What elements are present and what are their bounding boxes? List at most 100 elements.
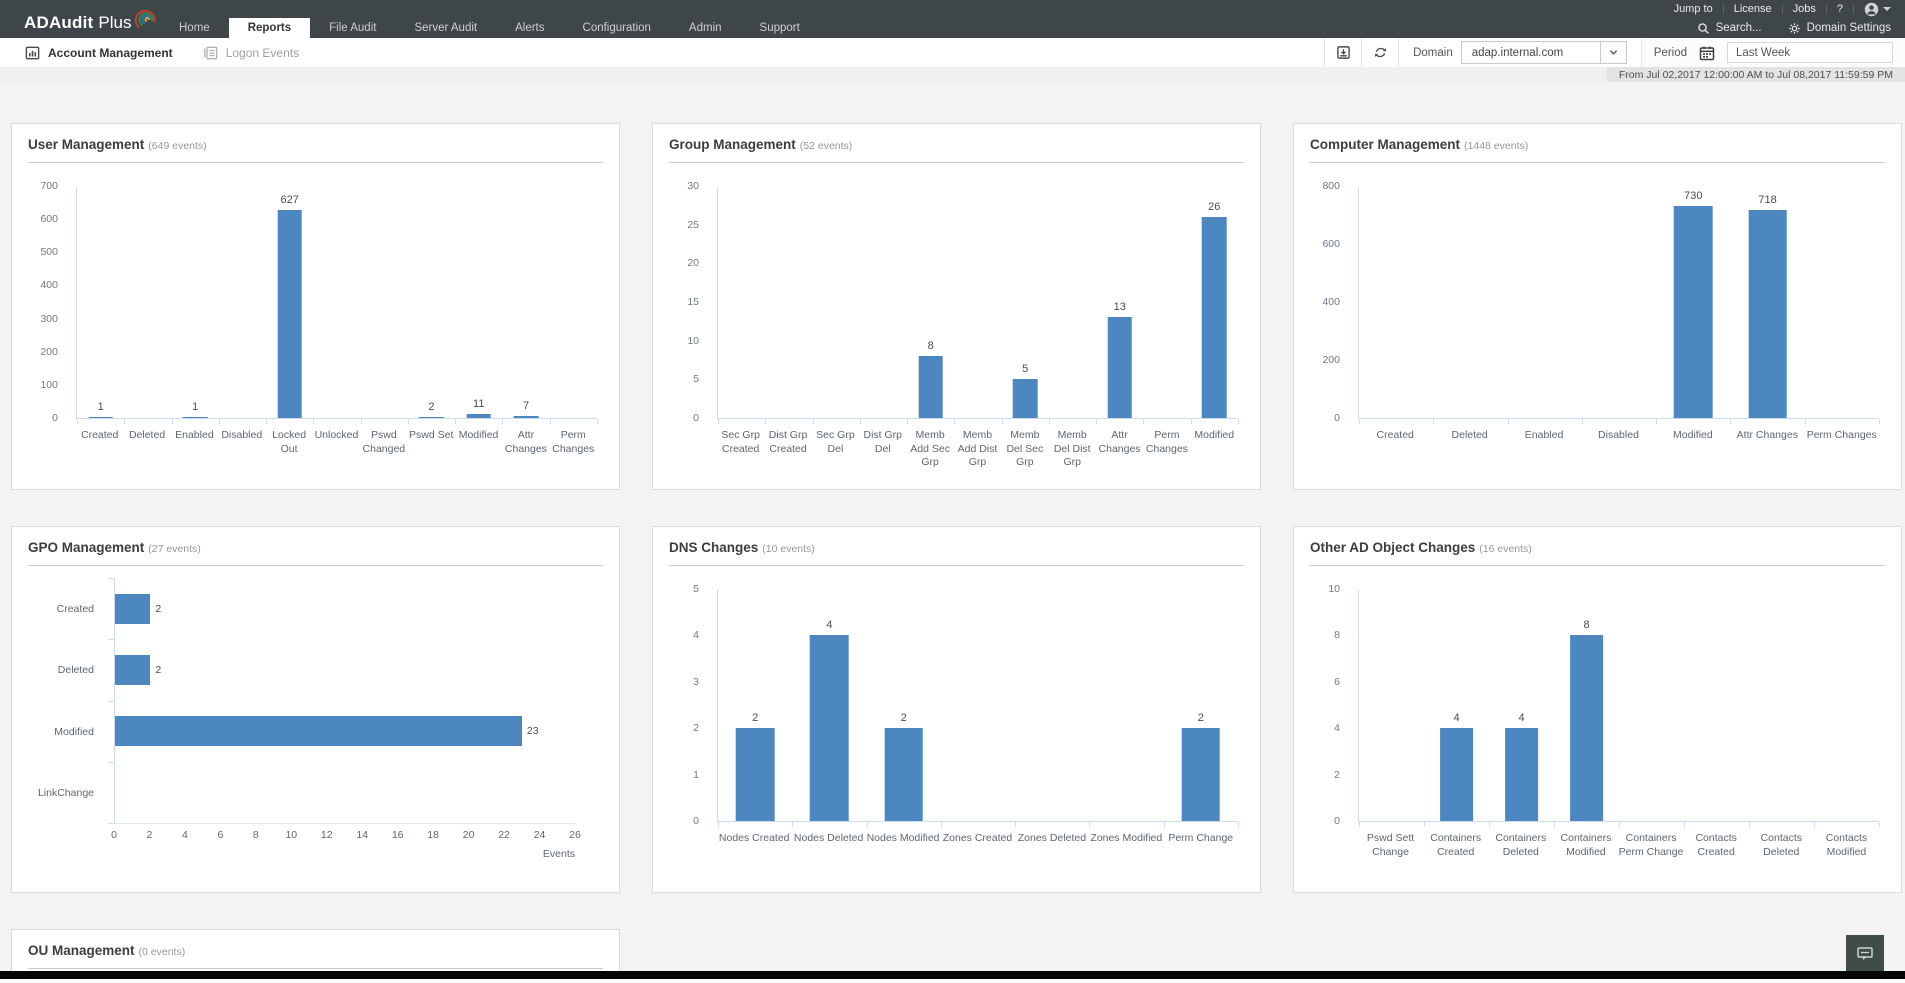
domain-select[interactable]: adap.internal.com <box>1460 41 1627 64</box>
x-axis-tick <box>502 419 504 424</box>
x-axis-tick <box>1730 419 1732 424</box>
app-logo[interactable]: ADAudit Plus <box>24 5 157 33</box>
domain-label: Domain <box>1413 46 1453 59</box>
x-axis-category-label: Sec Grp Del <box>816 429 855 455</box>
bar[interactable] <box>1569 635 1604 821</box>
logo-swoosh-icon <box>131 5 157 33</box>
tab-account-management[interactable]: Account Management <box>10 38 188 70</box>
bar[interactable] <box>884 728 924 821</box>
bar-value-label: 23 <box>526 725 539 738</box>
bar[interactable] <box>115 654 151 685</box>
nav-item-file-audit[interactable]: File Audit <box>329 22 377 34</box>
period-input[interactable] <box>1727 42 1893 63</box>
chevron-down-icon[interactable] <box>1599 42 1626 63</box>
global-search-button[interactable]: Search... <box>1697 22 1762 35</box>
y-axis-tick-label: 600 <box>40 213 58 226</box>
x-axis-category-label: Modified <box>1673 429 1713 441</box>
bar[interactable] <box>419 417 444 418</box>
nav-item-admin[interactable]: Admin <box>688 22 722 34</box>
bar[interactable] <box>466 414 492 418</box>
chart-title: Group Management <box>669 137 796 152</box>
x-axis-tick-label: 14 <box>356 829 369 841</box>
x-axis-tick <box>1015 822 1017 827</box>
bar-slot-sec-grp-del <box>813 187 860 418</box>
x-axis-tick-label: 0 <box>111 829 117 841</box>
vertical-bar-chart: 30 25 20 15 10 5 0 8 5 13 26 Sec Grp Created Dist Gr… <box>667 167 1246 468</box>
bar[interactable] <box>918 356 943 418</box>
y-axis-category-label: Modified <box>54 725 94 738</box>
bar-slot-contacts-modified <box>1814 590 1879 821</box>
y-axis-tick-label: 1 <box>693 768 699 781</box>
x-axis-title: Events <box>542 848 575 860</box>
x-axis-tick <box>360 419 362 424</box>
y-axis-category-labels: Created Deleted Modified LinkChange <box>26 578 104 824</box>
chat-button[interactable] <box>1846 935 1884 971</box>
license-link[interactable]: License <box>1733 3 1772 15</box>
x-axis-category-label: Perm Changes <box>1145 429 1188 455</box>
bar[interactable] <box>115 716 522 747</box>
nav-item-support[interactable]: Support <box>759 22 800 34</box>
bar-slot-modified: 26 <box>1191 187 1238 418</box>
x-axis-labels: Created Deleted Enabled Disabled Locked Out U… <box>76 423 597 467</box>
bar[interactable] <box>277 210 302 418</box>
bar-slot-pswd-sett-change <box>1359 590 1424 821</box>
bar[interactable] <box>115 593 151 624</box>
nav-item-configuration[interactable]: Configuration <box>582 22 651 34</box>
x-axis-tick <box>1684 822 1685 827</box>
bar[interactable] <box>1748 210 1787 418</box>
x-axis-category-label: Enabled <box>175 429 214 441</box>
nav-item-reports[interactable]: Reports <box>228 18 311 38</box>
bar[interactable] <box>810 635 849 821</box>
refresh-button[interactable] <box>1361 38 1398 67</box>
top-header: ADAudit Plus Home Reports File Audit Ser… <box>0 0 1905 38</box>
bar-slot-dist-grp-del <box>860 187 907 418</box>
bar[interactable] <box>1439 728 1474 821</box>
user-menu[interactable] <box>1864 2 1891 17</box>
bar[interactable] <box>1673 206 1713 418</box>
x-axis-tick <box>407 419 409 424</box>
bar[interactable] <box>1012 379 1038 418</box>
bar-value-label: 2 <box>155 663 162 676</box>
tab-label: Logon Events <box>225 45 300 60</box>
tab-logon-events[interactable]: Logon Events <box>188 38 314 67</box>
chart-title: GPO Management <box>28 540 145 555</box>
x-axis-category-label: Attr Changes <box>504 429 547 455</box>
export-report-button[interactable] <box>1324 38 1361 67</box>
x-axis-tick <box>866 822 868 827</box>
bar[interactable] <box>1181 728 1221 821</box>
bar[interactable] <box>1107 317 1133 418</box>
x-axis-category-label: Containers Created <box>1430 832 1482 858</box>
x-axis-tick <box>1143 419 1145 424</box>
y-axis-tick-label: 800 <box>1322 180 1340 192</box>
bar-slot-attr-changes: 7 <box>502 187 549 418</box>
help-link[interactable]: ? <box>1836 3 1843 15</box>
bar[interactable] <box>1201 217 1227 418</box>
bar[interactable] <box>88 417 113 418</box>
bar[interactable] <box>735 728 775 821</box>
y-axis-tick <box>108 823 115 824</box>
chart-events-count: (16 events) <box>1479 543 1532 555</box>
bar-slot-perm-changes <box>1805 187 1879 418</box>
bar-slot-memb-add-sec-grp: 8 <box>907 187 954 418</box>
period-label: Period <box>1653 46 1687 59</box>
bar-slot-enabled <box>1508 187 1582 418</box>
x-axis-tick <box>455 419 457 424</box>
nav-item-home[interactable]: Home <box>179 22 210 34</box>
domain-settings-label: Domain Settings <box>1806 22 1891 34</box>
y-axis-tick-label: 4 <box>1334 722 1340 735</box>
bar[interactable] <box>1504 728 1539 821</box>
x-axis-category-label: Containers Perm Change <box>1618 832 1684 858</box>
bar-value-label: 2 <box>155 602 162 615</box>
chart-card-header: Computer Management (1448 events) <box>1294 124 1901 162</box>
jump-to-link[interactable]: Jump to <box>1673 3 1713 15</box>
nav-item-alerts[interactable]: Alerts <box>515 22 545 34</box>
x-axis-category-label: Nodes Deleted <box>793 832 864 844</box>
calendar-icon[interactable] <box>1695 42 1719 63</box>
x-axis-tick <box>1879 419 1880 424</box>
bar[interactable] <box>513 416 539 418</box>
jobs-link[interactable]: Jobs <box>1792 3 1816 15</box>
y-axis-tick <box>108 578 115 579</box>
domain-settings-button[interactable]: Domain Settings <box>1788 22 1891 35</box>
nav-item-server-audit[interactable]: Server Audit <box>414 22 478 34</box>
bar[interactable] <box>182 417 208 418</box>
